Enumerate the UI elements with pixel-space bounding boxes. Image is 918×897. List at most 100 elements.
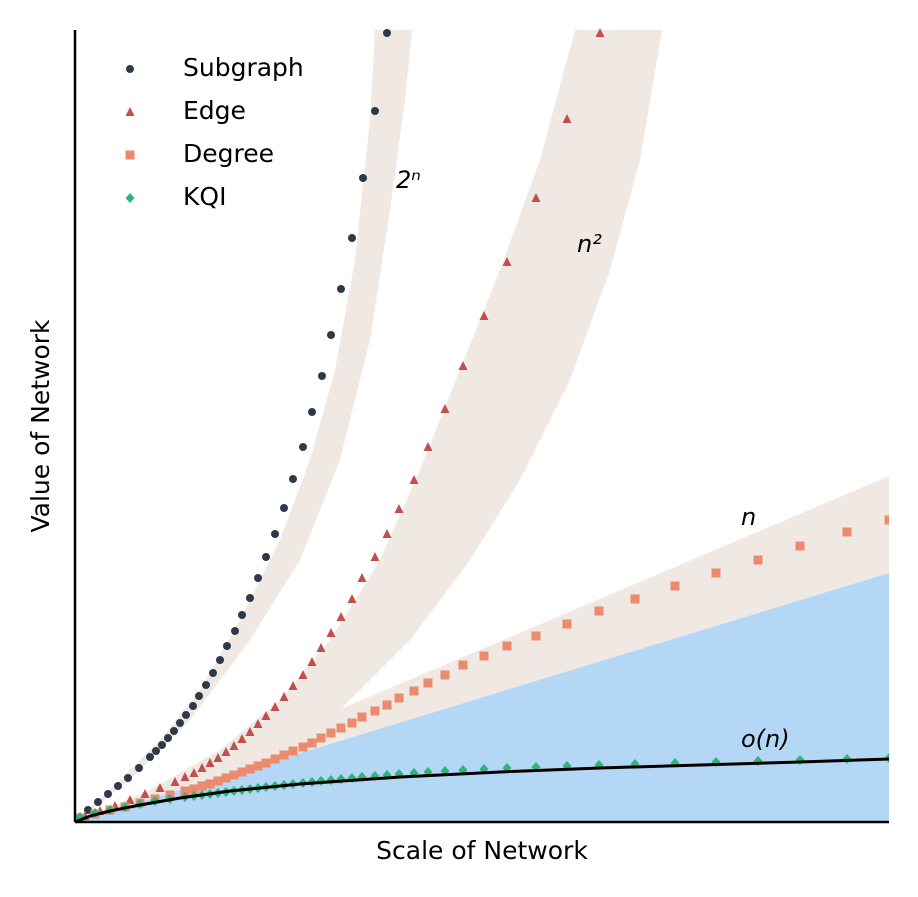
point [347, 594, 357, 603]
point [409, 686, 419, 696]
point [458, 660, 468, 670]
point [189, 768, 199, 777]
point [246, 594, 254, 602]
legend-marker [126, 65, 134, 73]
point [326, 628, 336, 637]
point [299, 443, 307, 451]
point [370, 706, 380, 716]
point [308, 408, 316, 416]
point [594, 606, 604, 616]
point [202, 681, 210, 689]
point [94, 798, 102, 806]
point [502, 257, 512, 266]
band [75, 30, 662, 822]
point [158, 741, 166, 749]
legend-label: KQI [183, 182, 226, 211]
point [84, 806, 92, 814]
point [254, 574, 262, 582]
point [164, 734, 172, 742]
point [753, 555, 763, 565]
point [197, 763, 207, 772]
point [440, 670, 450, 680]
point [288, 681, 298, 690]
point [180, 772, 190, 781]
point [182, 711, 190, 719]
point [884, 515, 889, 525]
point [195, 692, 203, 700]
point [479, 651, 489, 661]
point [298, 670, 308, 679]
point [409, 475, 419, 484]
point [197, 781, 207, 791]
point [189, 784, 199, 794]
point [370, 552, 380, 561]
band [75, 476, 889, 822]
point [104, 790, 112, 798]
point [382, 700, 392, 710]
point [502, 641, 512, 651]
x-axis-label: Scale of Network [376, 836, 588, 865]
point [125, 795, 135, 804]
point [357, 573, 367, 582]
point [155, 783, 165, 792]
point [327, 331, 335, 339]
point [316, 643, 326, 652]
point [176, 719, 184, 727]
point [237, 734, 247, 743]
point [245, 727, 255, 736]
point [307, 738, 317, 748]
point [213, 753, 223, 762]
point [307, 657, 317, 666]
fit-line [75, 757, 889, 822]
legend-label: Degree [183, 139, 274, 168]
point [630, 594, 640, 604]
point [170, 777, 180, 786]
point [348, 234, 356, 242]
point [205, 758, 215, 767]
y-axis-label: Value of Network [26, 319, 55, 533]
point [479, 311, 489, 320]
legend-marker [125, 150, 135, 160]
point [205, 779, 215, 789]
point [237, 767, 247, 777]
point [288, 746, 298, 756]
point [270, 702, 280, 711]
point [152, 747, 160, 755]
legend-marker [125, 107, 135, 116]
point [842, 527, 852, 537]
point [262, 553, 270, 561]
point [326, 728, 336, 738]
point [316, 733, 326, 743]
point [180, 786, 190, 796]
point [229, 770, 239, 780]
point [336, 612, 346, 621]
legend-marker [125, 193, 135, 203]
point [238, 611, 246, 619]
point [318, 372, 326, 380]
annotation: n [741, 503, 756, 531]
point [394, 693, 404, 703]
point [271, 530, 279, 538]
annotation: o(n) [741, 725, 790, 753]
point [371, 107, 379, 115]
legend-label: Subgraph [183, 53, 304, 82]
point [279, 750, 289, 760]
point [280, 504, 288, 512]
point [253, 719, 263, 728]
point [170, 727, 178, 735]
point [289, 475, 297, 483]
point [458, 361, 468, 370]
point [359, 174, 367, 182]
point [298, 742, 308, 752]
point [337, 285, 345, 293]
point [531, 193, 541, 202]
point [394, 504, 404, 513]
point [270, 754, 280, 764]
point [347, 718, 357, 728]
point [124, 774, 132, 782]
point [531, 631, 541, 641]
point [135, 764, 143, 772]
point [209, 669, 217, 677]
